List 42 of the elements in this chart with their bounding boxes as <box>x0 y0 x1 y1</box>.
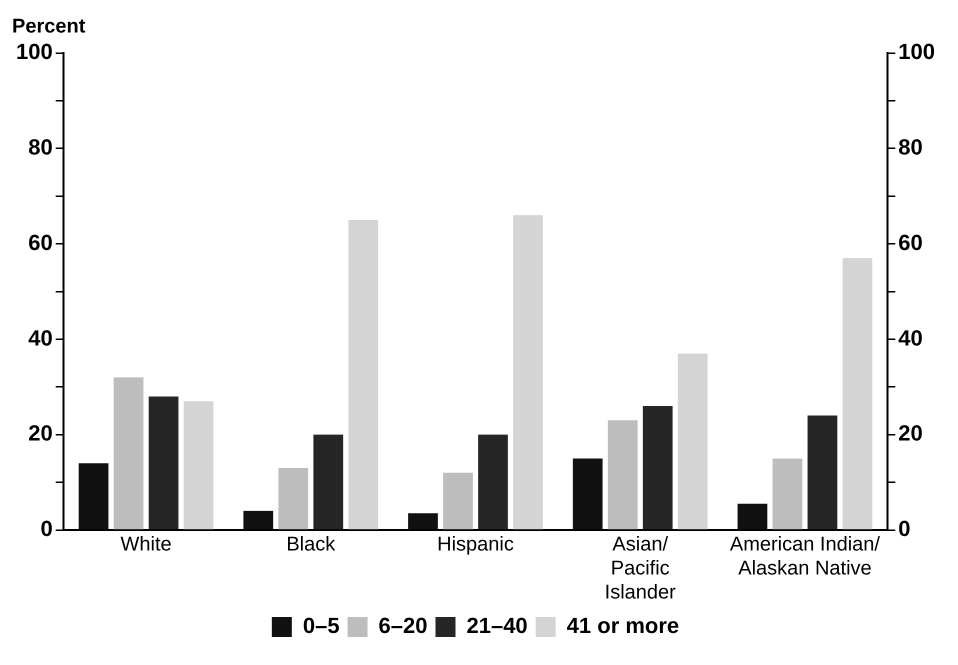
x-tick-label: White <box>120 534 172 556</box>
y-axis-title: Percent <box>12 16 86 38</box>
bar <box>443 472 473 530</box>
x-tick-label: Hispanic <box>437 534 514 556</box>
bar <box>348 220 378 530</box>
legend-label: 41 or more <box>566 613 680 638</box>
bar <box>513 215 543 530</box>
y2-tick-label: 40 <box>898 325 923 350</box>
bar <box>678 354 708 530</box>
bar <box>278 468 308 530</box>
y2-tick-label: 20 <box>898 420 923 446</box>
legend-label: 21–40 <box>466 613 528 638</box>
legend-label: 0–5 <box>302 613 340 638</box>
bar <box>842 258 872 530</box>
bar <box>184 401 214 530</box>
bar <box>738 504 768 530</box>
bar <box>78 463 108 530</box>
bar <box>572 458 603 530</box>
y-tick-label: 100 <box>16 39 53 64</box>
x-tick-label: Black <box>286 534 336 556</box>
y-tick-label: 80 <box>28 134 53 160</box>
bar <box>148 396 178 530</box>
y-tick-label: 40 <box>28 325 53 350</box>
bar <box>243 510 274 530</box>
bar <box>114 377 144 530</box>
bar <box>478 434 508 530</box>
y-tick-label: 0 <box>40 516 53 542</box>
bar <box>772 458 802 530</box>
y-tick-label: 20 <box>28 420 53 446</box>
bar <box>408 513 438 530</box>
y-tick-label: 60 <box>28 230 53 255</box>
bar <box>808 416 838 530</box>
bar <box>608 420 638 530</box>
x-tick-label: Asian/ Pacific Islander <box>604 534 676 604</box>
legend-label: 6–20 <box>378 613 428 638</box>
y2-tick-label: 80 <box>898 134 923 160</box>
y2-tick-label: 60 <box>898 230 923 255</box>
bar <box>642 406 673 530</box>
bar <box>313 434 344 530</box>
x-tick-label: American Indian/ Alaskan Native <box>730 534 880 580</box>
y2-tick-label: 0 <box>898 516 911 542</box>
y2-tick-label: 100 <box>898 39 936 64</box>
